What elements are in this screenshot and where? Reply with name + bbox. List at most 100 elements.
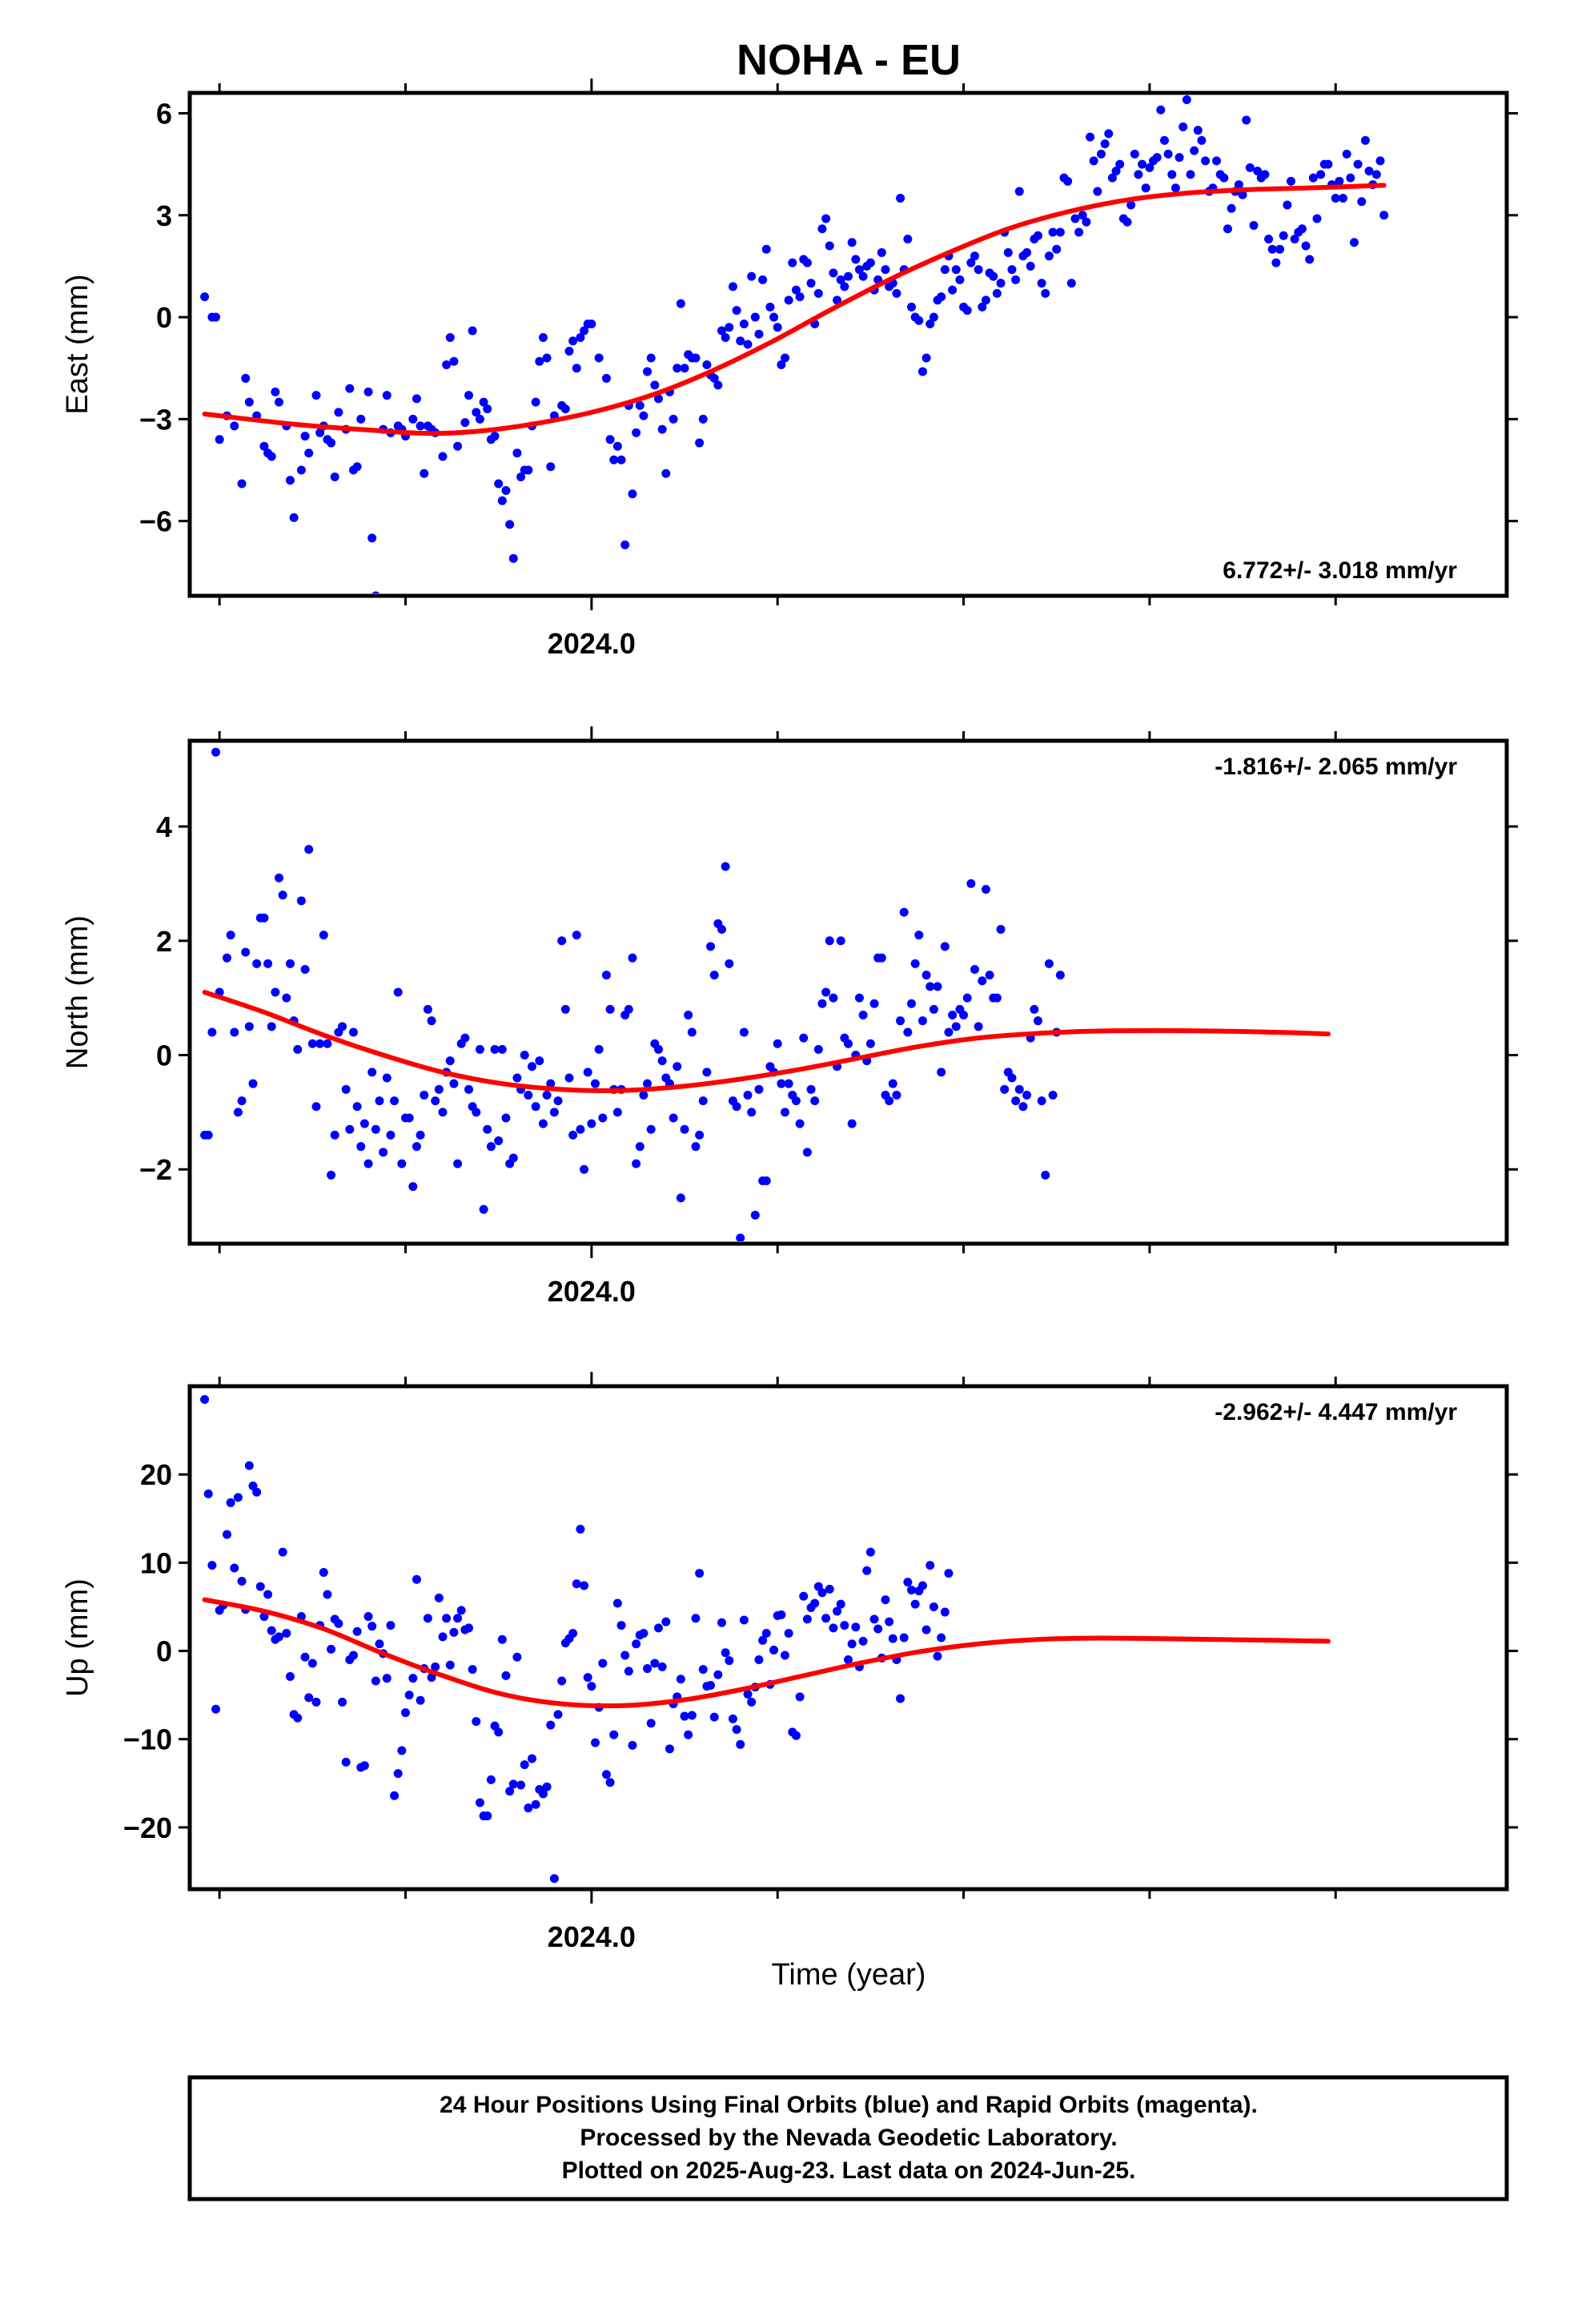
data-point: [632, 428, 641, 437]
data-point: [1253, 167, 1263, 176]
data-point: [1190, 146, 1199, 155]
y-tick-label: 0: [156, 301, 172, 334]
data-point: [553, 1096, 563, 1106]
data-point: [557, 1676, 567, 1686]
data-point: [612, 1598, 622, 1608]
data-point: [1279, 231, 1288, 240]
data-point: [769, 312, 779, 322]
data-point: [486, 1775, 496, 1784]
data-point: [327, 1644, 336, 1654]
data-point: [546, 1079, 556, 1088]
data-point: [1130, 149, 1139, 159]
data-point: [200, 1395, 210, 1405]
data-point: [1082, 217, 1091, 227]
data-point: [620, 540, 630, 549]
data-point: [293, 1713, 303, 1723]
data-point: [929, 312, 938, 322]
data-point: [226, 1498, 235, 1507]
data-point: [278, 891, 287, 900]
data-point: [821, 1614, 831, 1623]
data-point: [691, 1614, 701, 1623]
data-point: [207, 1561, 217, 1570]
data-point: [531, 1799, 540, 1809]
data-point: [903, 1027, 913, 1037]
data-point: [1312, 214, 1322, 223]
data-point: [1089, 156, 1098, 166]
data-point: [981, 885, 990, 895]
data-point: [926, 320, 935, 329]
data-point: [594, 353, 604, 363]
data-point: [750, 312, 760, 322]
data-point: [1122, 217, 1132, 227]
data-point: [817, 999, 827, 1008]
data-point: [781, 1651, 790, 1660]
data-point: [962, 306, 972, 316]
data-point: [862, 1566, 872, 1575]
data-point: [605, 435, 615, 444]
data-point: [639, 1628, 648, 1638]
data-point: [490, 432, 500, 441]
data-point: [650, 380, 660, 390]
data-point: [423, 1004, 432, 1014]
data-point: [836, 275, 845, 284]
data-point: [605, 1778, 615, 1787]
data-point: [341, 1084, 351, 1094]
data-point: [1093, 187, 1102, 196]
data-point: [616, 455, 626, 464]
data-point: [479, 397, 488, 407]
data-point: [643, 1664, 652, 1674]
data-point: [546, 1720, 556, 1730]
data-point: [472, 408, 481, 417]
data-point: [1037, 279, 1046, 288]
data-point: [750, 1210, 760, 1220]
data-point: [966, 258, 976, 267]
data-point: [676, 299, 685, 308]
data-point: [769, 1645, 779, 1655]
data-point: [393, 987, 403, 997]
data-point: [323, 1039, 332, 1048]
data-point: [1141, 183, 1150, 193]
data-point: [844, 271, 853, 281]
data-point: [721, 862, 730, 871]
data-point: [732, 1725, 741, 1735]
data-point: [241, 373, 251, 383]
data-point: [676, 1675, 685, 1684]
data-point: [761, 1176, 771, 1185]
data-point: [713, 380, 723, 390]
data-point: [598, 1113, 608, 1123]
data-point: [386, 1130, 396, 1140]
data-point: [445, 333, 455, 343]
data-point: [416, 1130, 425, 1140]
data-point: [1346, 173, 1355, 183]
data-point: [955, 275, 965, 284]
data-point: [1156, 105, 1166, 115]
data-point: [587, 1682, 596, 1691]
data-point: [528, 1062, 537, 1072]
data-point: [345, 1124, 355, 1134]
data-point: [348, 1027, 358, 1037]
y-tick-label: −6: [139, 505, 172, 538]
data-point: [1026, 261, 1035, 271]
data-point: [896, 194, 905, 203]
data-point: [836, 936, 845, 946]
data-point: [222, 953, 231, 963]
data-point: [910, 1599, 920, 1609]
data-point: [583, 1673, 592, 1683]
data-point: [709, 971, 719, 980]
data-point: [754, 329, 764, 339]
data-point: [560, 1004, 570, 1014]
data-point: [802, 1614, 812, 1624]
data-point: [646, 353, 656, 363]
data-point: [1290, 234, 1299, 243]
data-point: [508, 553, 518, 563]
data-point: [628, 953, 637, 963]
data-point: [315, 428, 325, 437]
data-point: [657, 424, 667, 434]
data-point: [549, 1874, 559, 1884]
data-point: [773, 1039, 782, 1048]
data-point: [817, 1588, 827, 1598]
data-point: [528, 1754, 537, 1763]
data-point: [359, 1119, 369, 1128]
data-point: [278, 1547, 287, 1557]
data-point: [1078, 211, 1087, 220]
